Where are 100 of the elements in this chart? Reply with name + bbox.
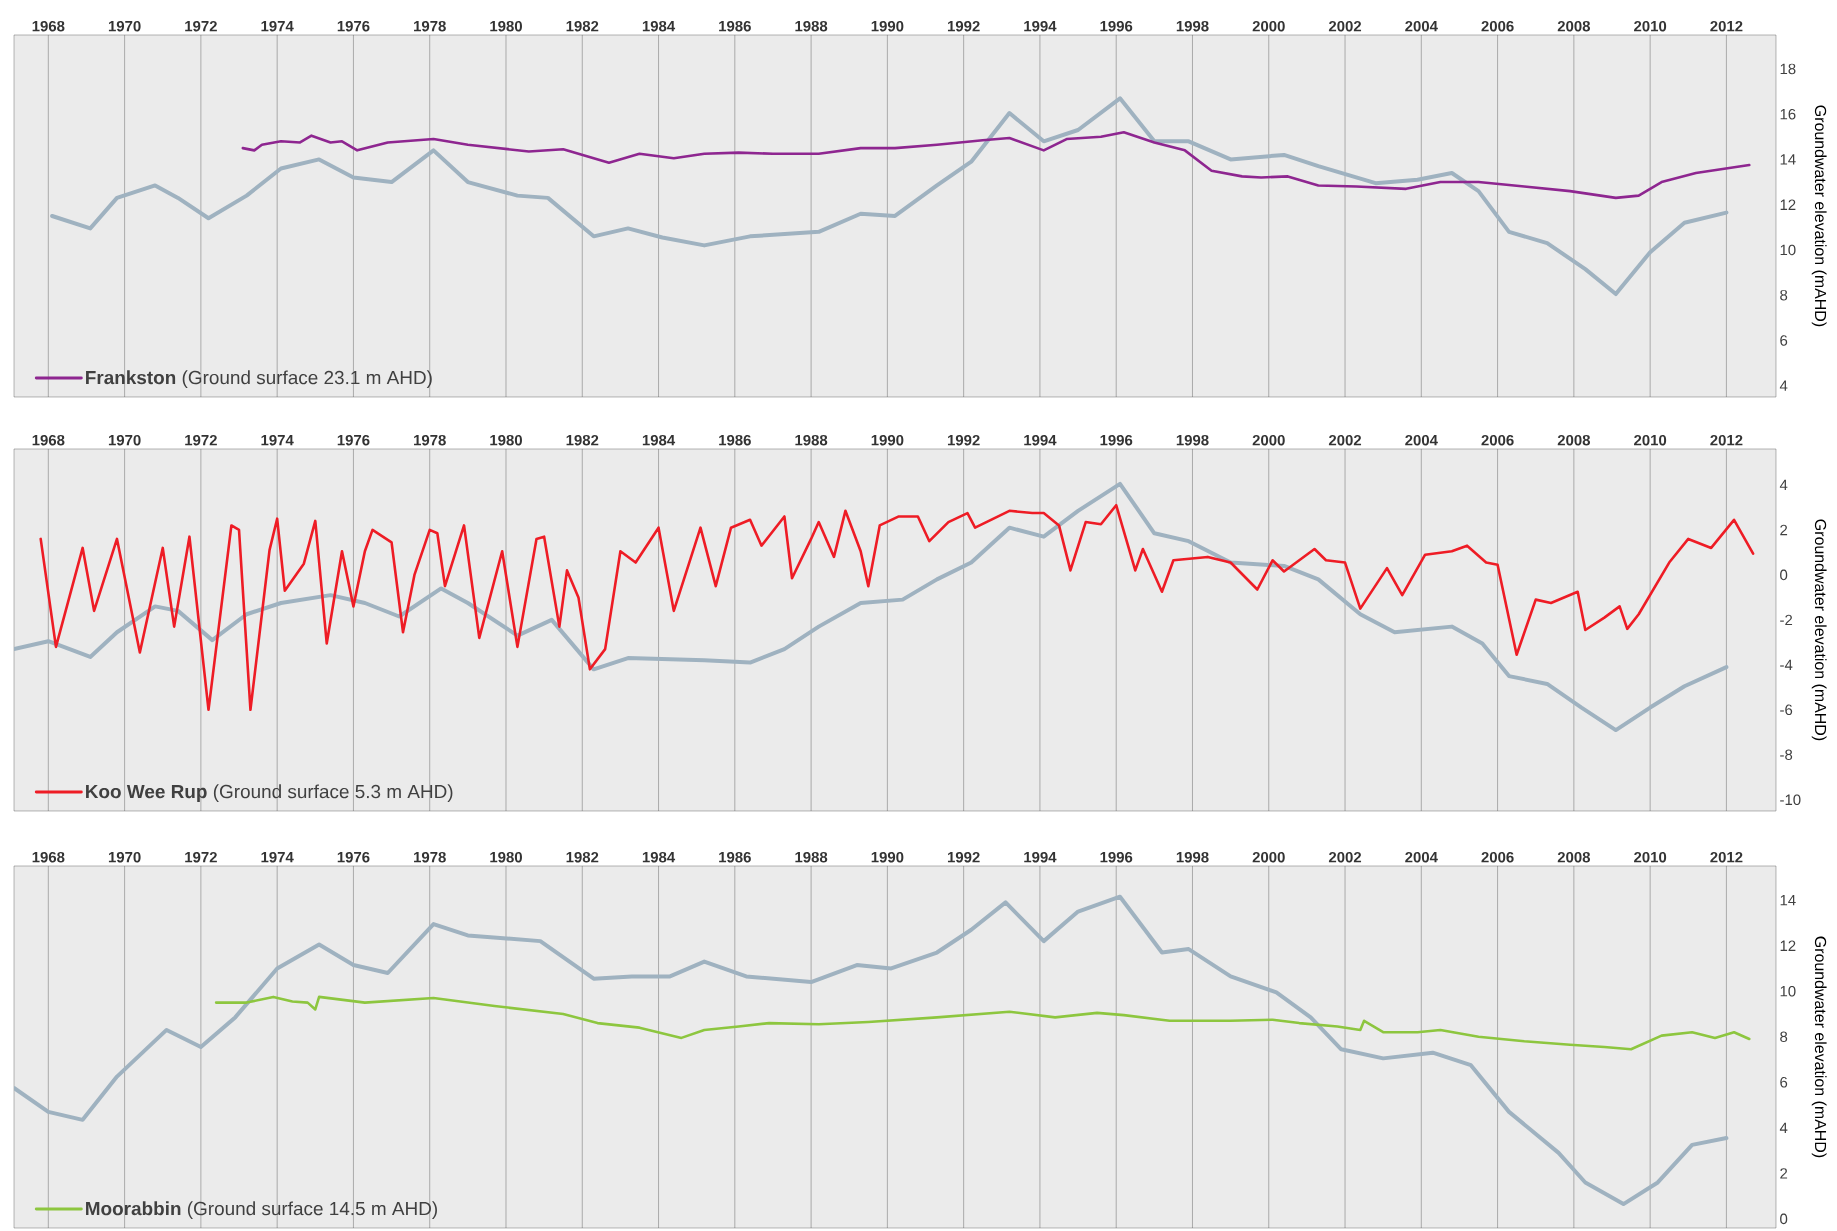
x-tick-label: 1986 [719,434,751,446]
x-tick-label: 1974 [261,20,294,32]
x-tick-label: 1996 [1100,434,1133,446]
y-tick-label: -8 [1780,749,1793,761]
x-tick-label: 1992 [947,434,980,446]
y-tick-label: 12 [1780,940,1796,951]
x-tick-label: 1998 [1176,20,1209,32]
line-series [39,503,1755,712]
x-tick-label: 1984 [642,851,676,863]
y-tick-label: 2 [1780,524,1788,536]
x-tick-label: 1996 [1100,20,1133,32]
y-tick-label: 0 [1780,569,1788,581]
x-tick-label: 1986 [719,20,751,32]
x-tick-label: 1982 [566,851,599,863]
x-tick-label: 1968 [32,434,65,446]
y-tick-label: 14 [1780,895,1796,906]
x-tick-label: 1968 [32,20,65,32]
x-tick-label: 1990 [871,851,904,863]
x-tick-label: 1970 [108,434,141,446]
y-axis-title: Groundwater elevation (mAHD) [1811,936,1827,1158]
line-series [50,96,1729,297]
x-tick-label: 1972 [185,434,217,446]
x-tick-label: 2008 [1557,434,1591,446]
y-tick-label: 10 [1780,244,1796,256]
y-tick-label: 2 [1780,1168,1788,1179]
y-tick-label: 16 [1780,108,1796,120]
y-axis-title: Groundwater elevation (mAHD) [1811,519,1827,741]
y-tick-label: -2 [1780,614,1793,626]
legend-label: Frankston (Ground surface 23.1 m AHD) [86,370,432,388]
x-tick-label: 1980 [490,851,522,863]
x-tick-label: 2012 [1710,20,1743,32]
x-tick-label: 2008 [1557,851,1591,863]
x-tick-label: 1974 [261,851,294,863]
x-tick-label: 2000 [1252,20,1285,32]
x-tick-label: 1972 [185,851,217,863]
x-tick-label: 1984 [642,434,676,446]
x-tick-label: 1976 [337,434,370,446]
x-tick-label: 1974 [261,434,294,446]
y-tick-label: 4 [1779,479,1788,491]
x-tick-label: 1978 [414,20,446,32]
y-tick-label: 6 [1780,1076,1788,1088]
x-tick-label: 1984 [642,20,676,32]
x-tick-label: 2002 [1328,434,1362,446]
y-tick-label: 12 [1780,199,1796,210]
x-tick-label: 1970 [108,851,141,863]
y-tick-label: 8 [1780,1031,1788,1043]
x-tick-label: 1990 [871,434,904,446]
x-tick-label: 1978 [414,851,446,863]
x-tick-label: 1986 [719,851,751,863]
y-tick-label: 6 [1780,335,1788,346]
line-series [241,130,1751,200]
x-tick-label: 2010 [1634,851,1667,863]
x-tick-label: 1988 [795,434,828,446]
x-tick-label: 1998 [1176,434,1209,446]
legend-label: Koo Wee Rup (Ground surface 5.3 m AHD) [86,784,453,802]
x-tick-label: 2006 [1481,20,1514,32]
x-tick-label: 1976 [337,20,370,32]
x-tick-label: 1992 [947,20,980,32]
x-tick-label: 1970 [108,20,141,32]
y-tick-label: 0 [1780,1213,1788,1225]
x-tick-label: 2004 [1405,434,1438,446]
y-tick-label: 10 [1780,985,1796,997]
x-tick-label: 1994 [1024,20,1057,32]
line-series [14,481,1729,733]
x-tick-label: 2002 [1328,851,1362,863]
x-tick-label: 1996 [1100,851,1133,863]
y-tick-label: -10 [1780,794,1801,806]
x-tick-label: 1980 [490,434,522,446]
x-tick-label: 2010 [1634,434,1667,446]
x-tick-label: 1988 [795,20,828,32]
x-tick-label: 2006 [1481,851,1514,863]
y-axis-title: Groundwater elevation (mAHD) [1811,105,1827,327]
x-tick-label: 1980 [490,20,522,32]
x-tick-label: 2012 [1710,434,1743,446]
y-tick-label: 8 [1780,289,1788,301]
x-tick-label: 2004 [1405,851,1438,863]
x-tick-label: 2010 [1634,20,1667,32]
y-tick-label: 14 [1780,154,1796,165]
legend-label: Moorabbin (Ground surface 14.5 m AHD) [86,1201,437,1219]
x-tick-label: 1978 [414,434,446,446]
x-tick-label: 1972 [185,20,217,32]
x-tick-label: 1990 [871,20,904,32]
x-tick-label: 2000 [1252,434,1285,446]
x-tick-label: 1968 [32,851,65,863]
x-tick-label: 2008 [1557,20,1591,32]
x-tick-label: 2012 [1710,851,1743,863]
x-tick-label: 1976 [337,851,370,863]
x-tick-label: 2004 [1405,20,1438,32]
x-tick-label: 1992 [947,851,980,863]
y-tick-label: -6 [1780,704,1793,716]
x-tick-label: 1982 [566,434,599,446]
x-tick-label: 1994 [1024,434,1057,446]
x-tick-label: 2002 [1328,20,1362,32]
x-tick-label: 2000 [1252,851,1285,863]
x-tick-label: 2006 [1481,434,1514,446]
y-tick-label: 4 [1779,380,1788,391]
x-tick-label: 1998 [1176,851,1209,863]
x-tick-label: 1994 [1024,851,1057,863]
x-tick-label: 1982 [566,20,599,32]
y-tick-label: 18 [1780,63,1796,75]
